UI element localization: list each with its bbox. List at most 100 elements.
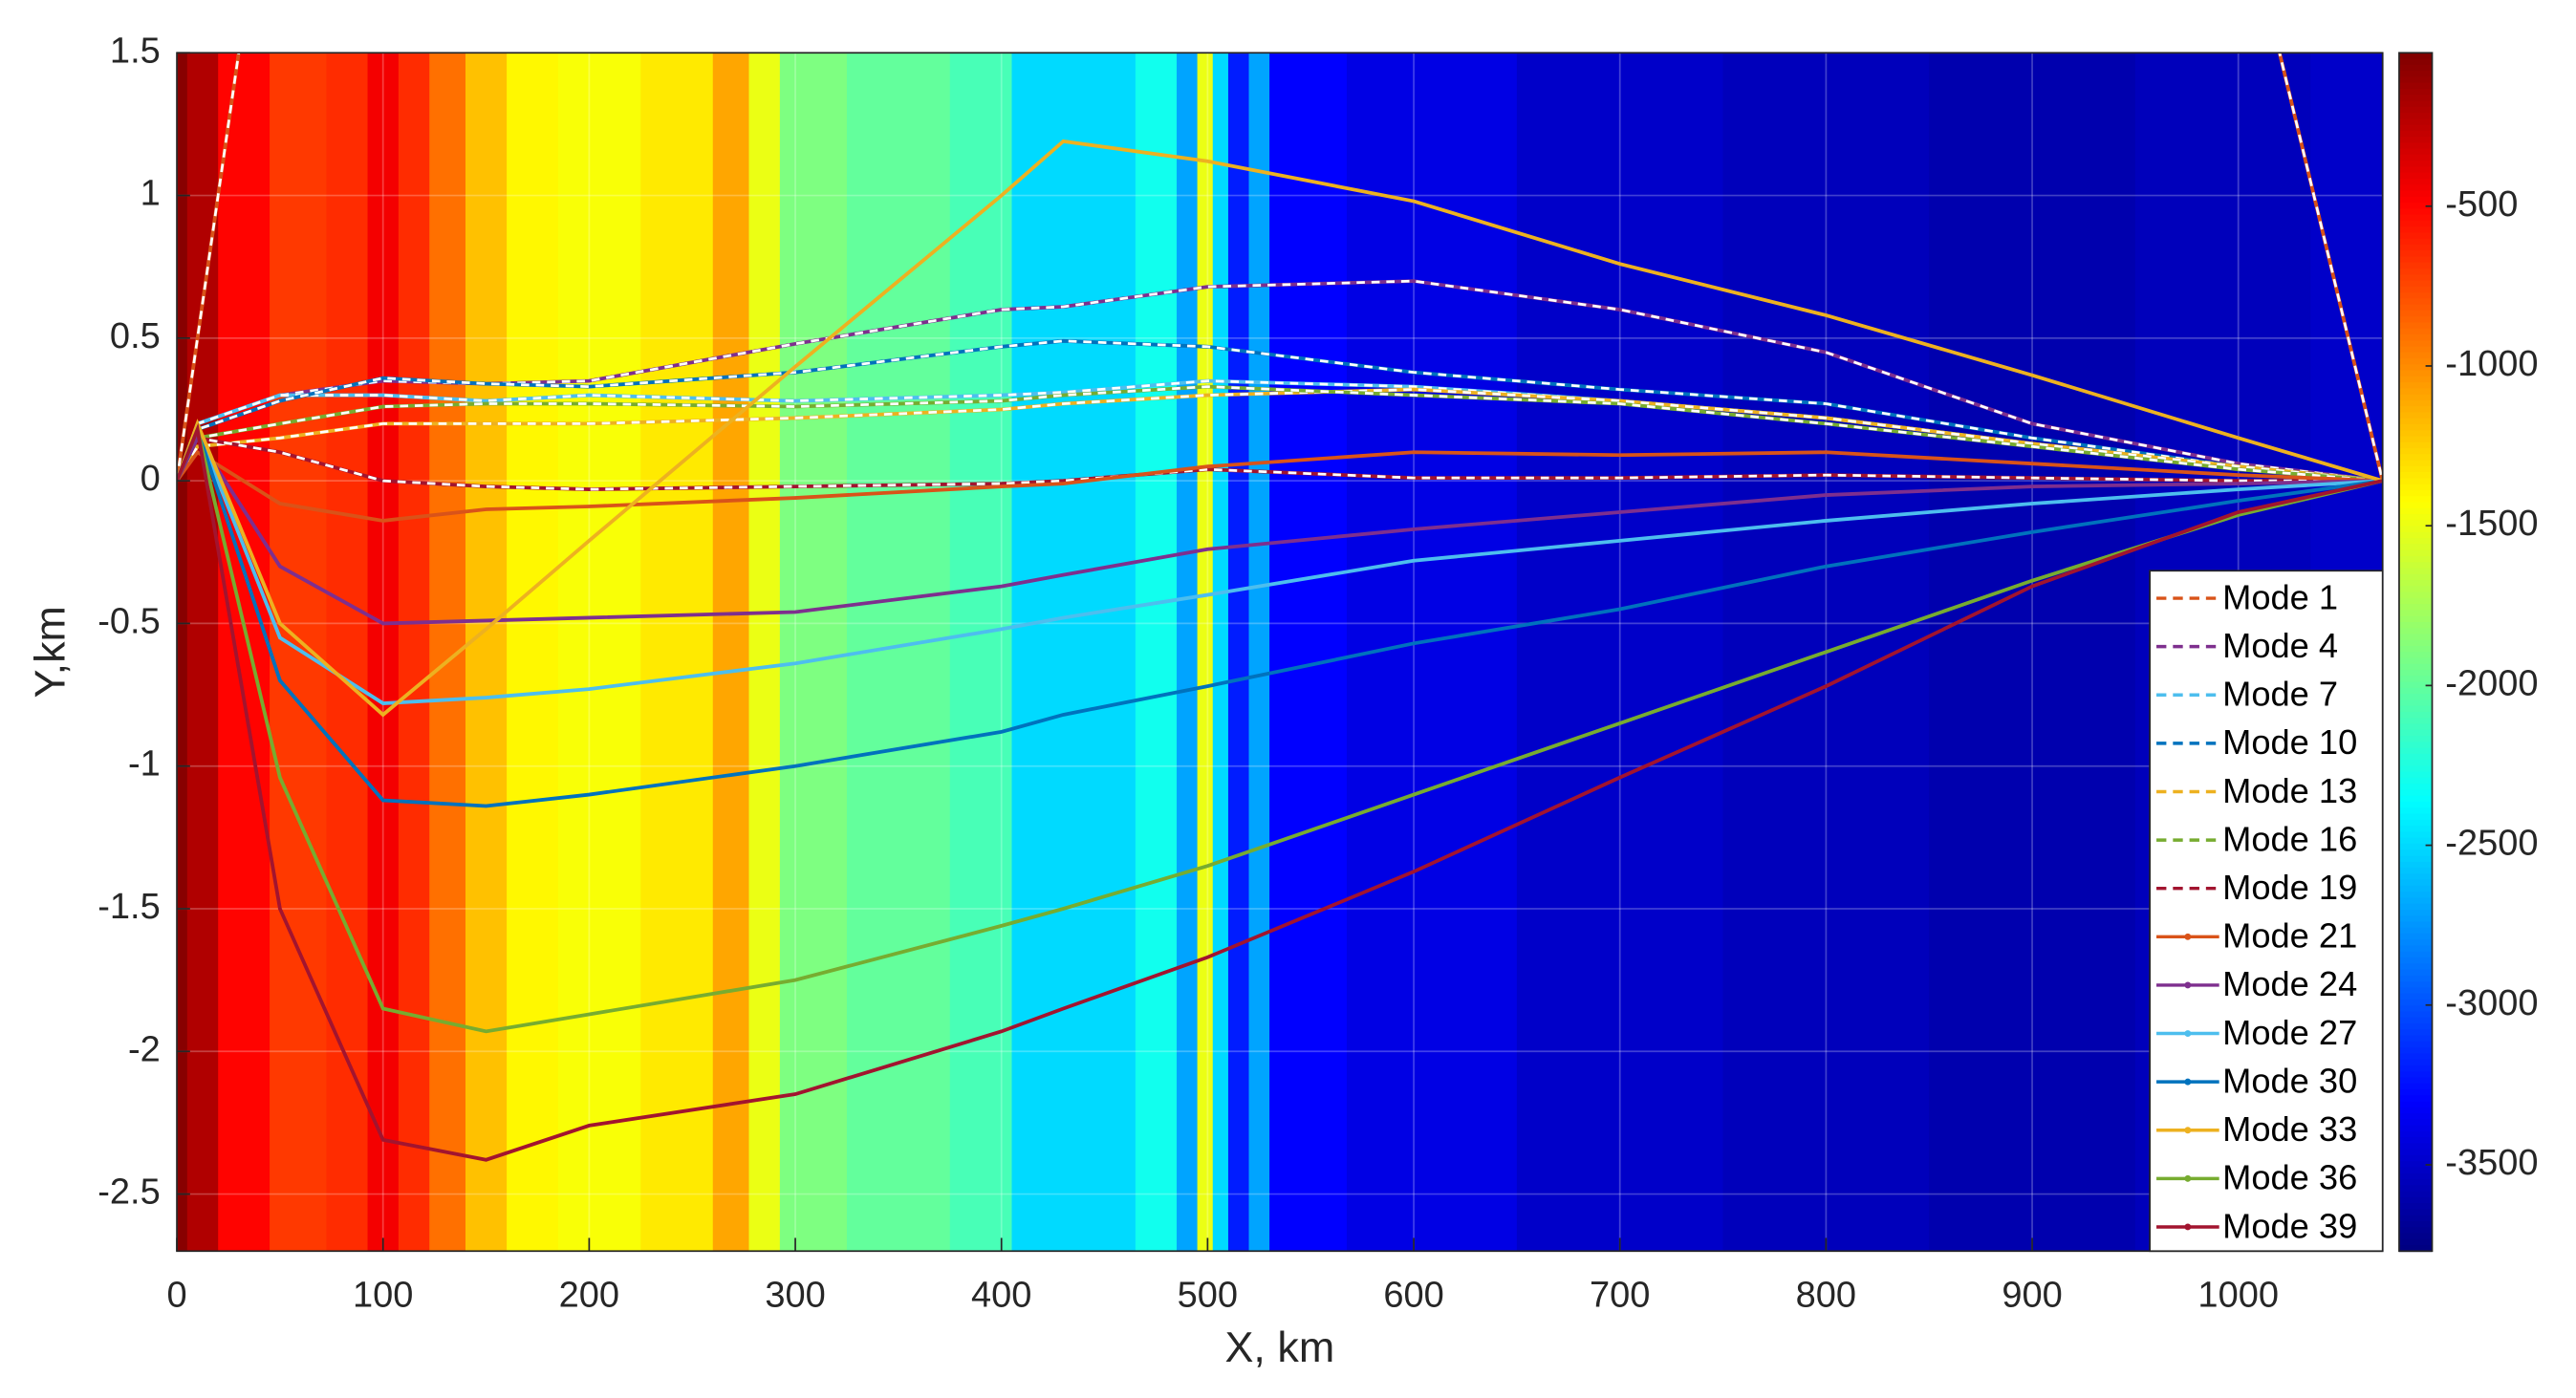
- colorbar-strip: [2398, 705, 2433, 713]
- colorbar-strip: [2398, 1220, 2433, 1229]
- colorbar-strip: [2398, 687, 2433, 696]
- colorbar-strip: [2398, 454, 2433, 462]
- colorbar-strip: [2398, 1083, 2433, 1090]
- heat-cell: [779, 53, 848, 1252]
- heat-cell: [186, 53, 220, 1252]
- colorbar-strip: [2398, 82, 2433, 90]
- colorbar-strip: [2398, 747, 2433, 755]
- colorbar-strip: [2398, 172, 2433, 180]
- y-tick-label: -2: [128, 1029, 161, 1069]
- heat-cell: [1227, 53, 1250, 1252]
- colorbar-strip: [2398, 256, 2433, 264]
- colorbar-strip: [2398, 88, 2433, 97]
- y-tick-label: 0: [141, 459, 161, 499]
- colorbar-strip: [2398, 448, 2433, 456]
- colorbar-strip: [2398, 76, 2433, 84]
- heat-cell: [398, 53, 431, 1252]
- colorbar-strip: [2398, 819, 2433, 827]
- legend-marker: [2184, 1078, 2192, 1086]
- series-dash: [177, 436, 2383, 491]
- colorbar-strip: [2398, 694, 2433, 701]
- colorbar-strip: [2398, 1203, 2433, 1211]
- x-tick-label: 1000: [2197, 1276, 2279, 1316]
- colorbar-strip: [2398, 352, 2433, 359]
- colorbar-strip: [2398, 203, 2433, 210]
- colorbar-strip: [2398, 544, 2433, 551]
- colorbar-strip: [2398, 681, 2433, 689]
- colorbar-strip: [2398, 1011, 2433, 1019]
- colorbar-strip: [2398, 670, 2433, 677]
- colorbar-strip: [2398, 736, 2433, 743]
- colorbar-strip: [2398, 1185, 2433, 1193]
- colorbar-strip: [2398, 807, 2433, 815]
- legend-marker: [2184, 1127, 2192, 1134]
- legend-label: Mode 4: [2222, 626, 2338, 665]
- colorbar-strip: [2398, 927, 2433, 935]
- colorbar-strip: [2398, 1172, 2433, 1180]
- legend-label: Mode 10: [2222, 722, 2357, 762]
- colorbar-strip: [2398, 1088, 2433, 1097]
- colorbar-strip: [2398, 370, 2433, 377]
- colorbar-strip: [2398, 520, 2433, 527]
- colorbar-strip: [2398, 1053, 2433, 1061]
- colorbar-strip: [2398, 867, 2433, 875]
- series-line: [177, 434, 2383, 626]
- series-dash: [177, 388, 2383, 483]
- colorbar-strip: [2398, 1107, 2433, 1114]
- colorbar-strip: [2398, 987, 2433, 995]
- colorbar-strip: [2398, 711, 2433, 720]
- heat-cell: [1063, 53, 1136, 1252]
- colorbar-strip: [2398, 412, 2433, 419]
- heat-cell: [218, 53, 271, 1252]
- heat-cell: [640, 53, 714, 1252]
- colorbar-strip: [2398, 1179, 2433, 1187]
- colorbar-strip: [2398, 784, 2433, 791]
- colorbar-strip: [2398, 71, 2433, 78]
- colorbar-strip: [2398, 465, 2433, 474]
- colorbar-strip: [2398, 436, 2433, 443]
- colorbar-strip: [2398, 244, 2433, 252]
- colorbar-strip: [2398, 634, 2433, 641]
- colorbar-strip: [2398, 1209, 2433, 1216]
- colorbar-strip: [2398, 813, 2433, 821]
- colorbar-strip: [2398, 507, 2433, 515]
- colorbar-strip: [2398, 399, 2433, 408]
- colorbar-strip: [2398, 142, 2433, 150]
- colorbar-strip: [2398, 915, 2433, 923]
- colorbar-strip: [2398, 676, 2433, 683]
- colorbar-strip: [2398, 999, 2433, 1007]
- colorbar-strip: [2398, 106, 2433, 114]
- colorbar-strip: [2398, 1077, 2433, 1085]
- legend-label: Mode 30: [2222, 1061, 2357, 1100]
- colorbar-strip: [2398, 897, 2433, 905]
- colorbar-tick-label: -2000: [2445, 663, 2538, 703]
- heat-cell: [1212, 53, 1229, 1252]
- colorbar-strip: [2398, 760, 2433, 767]
- colorbar-strip: [2398, 538, 2433, 546]
- colorbar-strip: [2398, 652, 2433, 659]
- colorbar-strip: [2398, 53, 2433, 60]
- colorbar-strip: [2398, 573, 2433, 581]
- colorbar-strip: [2398, 514, 2433, 522]
- colorbar-strip: [2398, 777, 2433, 785]
- colorbar-tick-label: -3500: [2445, 1143, 2538, 1183]
- colorbar-strip: [2398, 1191, 2433, 1198]
- x-axis-label: X, km: [1224, 1323, 1334, 1371]
- colorbar-strip: [2398, 268, 2433, 276]
- colorbar-strip: [2398, 850, 2433, 857]
- colorbar-tick-label: -1500: [2445, 504, 2538, 544]
- colorbar-strip: [2398, 568, 2433, 575]
- colorbar-strip: [2398, 64, 2433, 72]
- colorbar-strip: [2398, 394, 2433, 401]
- colorbar-strip: [2398, 478, 2433, 485]
- colorbar-strip: [2398, 831, 2433, 839]
- colorbar-strip: [2398, 208, 2433, 216]
- colorbar-strip: [2398, 1041, 2433, 1048]
- y-tick-label: -1.5: [97, 887, 160, 927]
- colorbar-strip: [2398, 316, 2433, 324]
- colorbar-strip: [2398, 1071, 2433, 1079]
- colorbar-strip: [2398, 358, 2433, 366]
- colorbar-strip: [2398, 298, 2433, 306]
- colorbar-strip: [2398, 124, 2433, 132]
